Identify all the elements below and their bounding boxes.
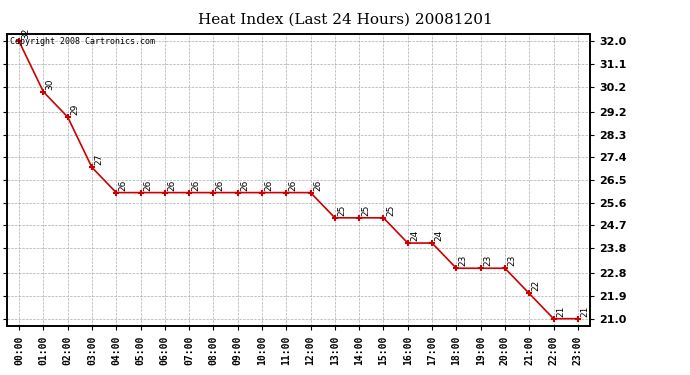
- Text: 26: 26: [119, 179, 128, 190]
- Text: 27: 27: [95, 154, 103, 165]
- Text: 21: 21: [556, 305, 565, 316]
- Text: 23: 23: [507, 255, 516, 266]
- Text: 29: 29: [70, 104, 79, 115]
- Text: 23: 23: [483, 255, 492, 266]
- Text: 26: 26: [240, 179, 249, 190]
- Text: 25: 25: [337, 204, 346, 216]
- Text: 21: 21: [580, 305, 589, 316]
- Text: 26: 26: [264, 179, 273, 190]
- Text: 30: 30: [46, 78, 55, 90]
- Text: 26: 26: [192, 179, 201, 190]
- Text: 22: 22: [531, 280, 541, 291]
- Text: 24: 24: [410, 230, 420, 241]
- Text: 26: 26: [167, 179, 176, 190]
- Text: 32: 32: [21, 28, 30, 39]
- Text: 26: 26: [288, 179, 297, 190]
- Text: 26: 26: [216, 179, 225, 190]
- Text: 26: 26: [143, 179, 152, 190]
- Text: 23: 23: [459, 255, 468, 266]
- Text: 25: 25: [362, 204, 371, 216]
- Text: 25: 25: [386, 204, 395, 216]
- Text: 26: 26: [313, 179, 322, 190]
- Text: 24: 24: [435, 230, 444, 241]
- Text: Heat Index (Last 24 Hours) 20081201: Heat Index (Last 24 Hours) 20081201: [197, 13, 493, 27]
- Text: Copyright 2008 Cartronics.com: Copyright 2008 Cartronics.com: [10, 37, 155, 46]
